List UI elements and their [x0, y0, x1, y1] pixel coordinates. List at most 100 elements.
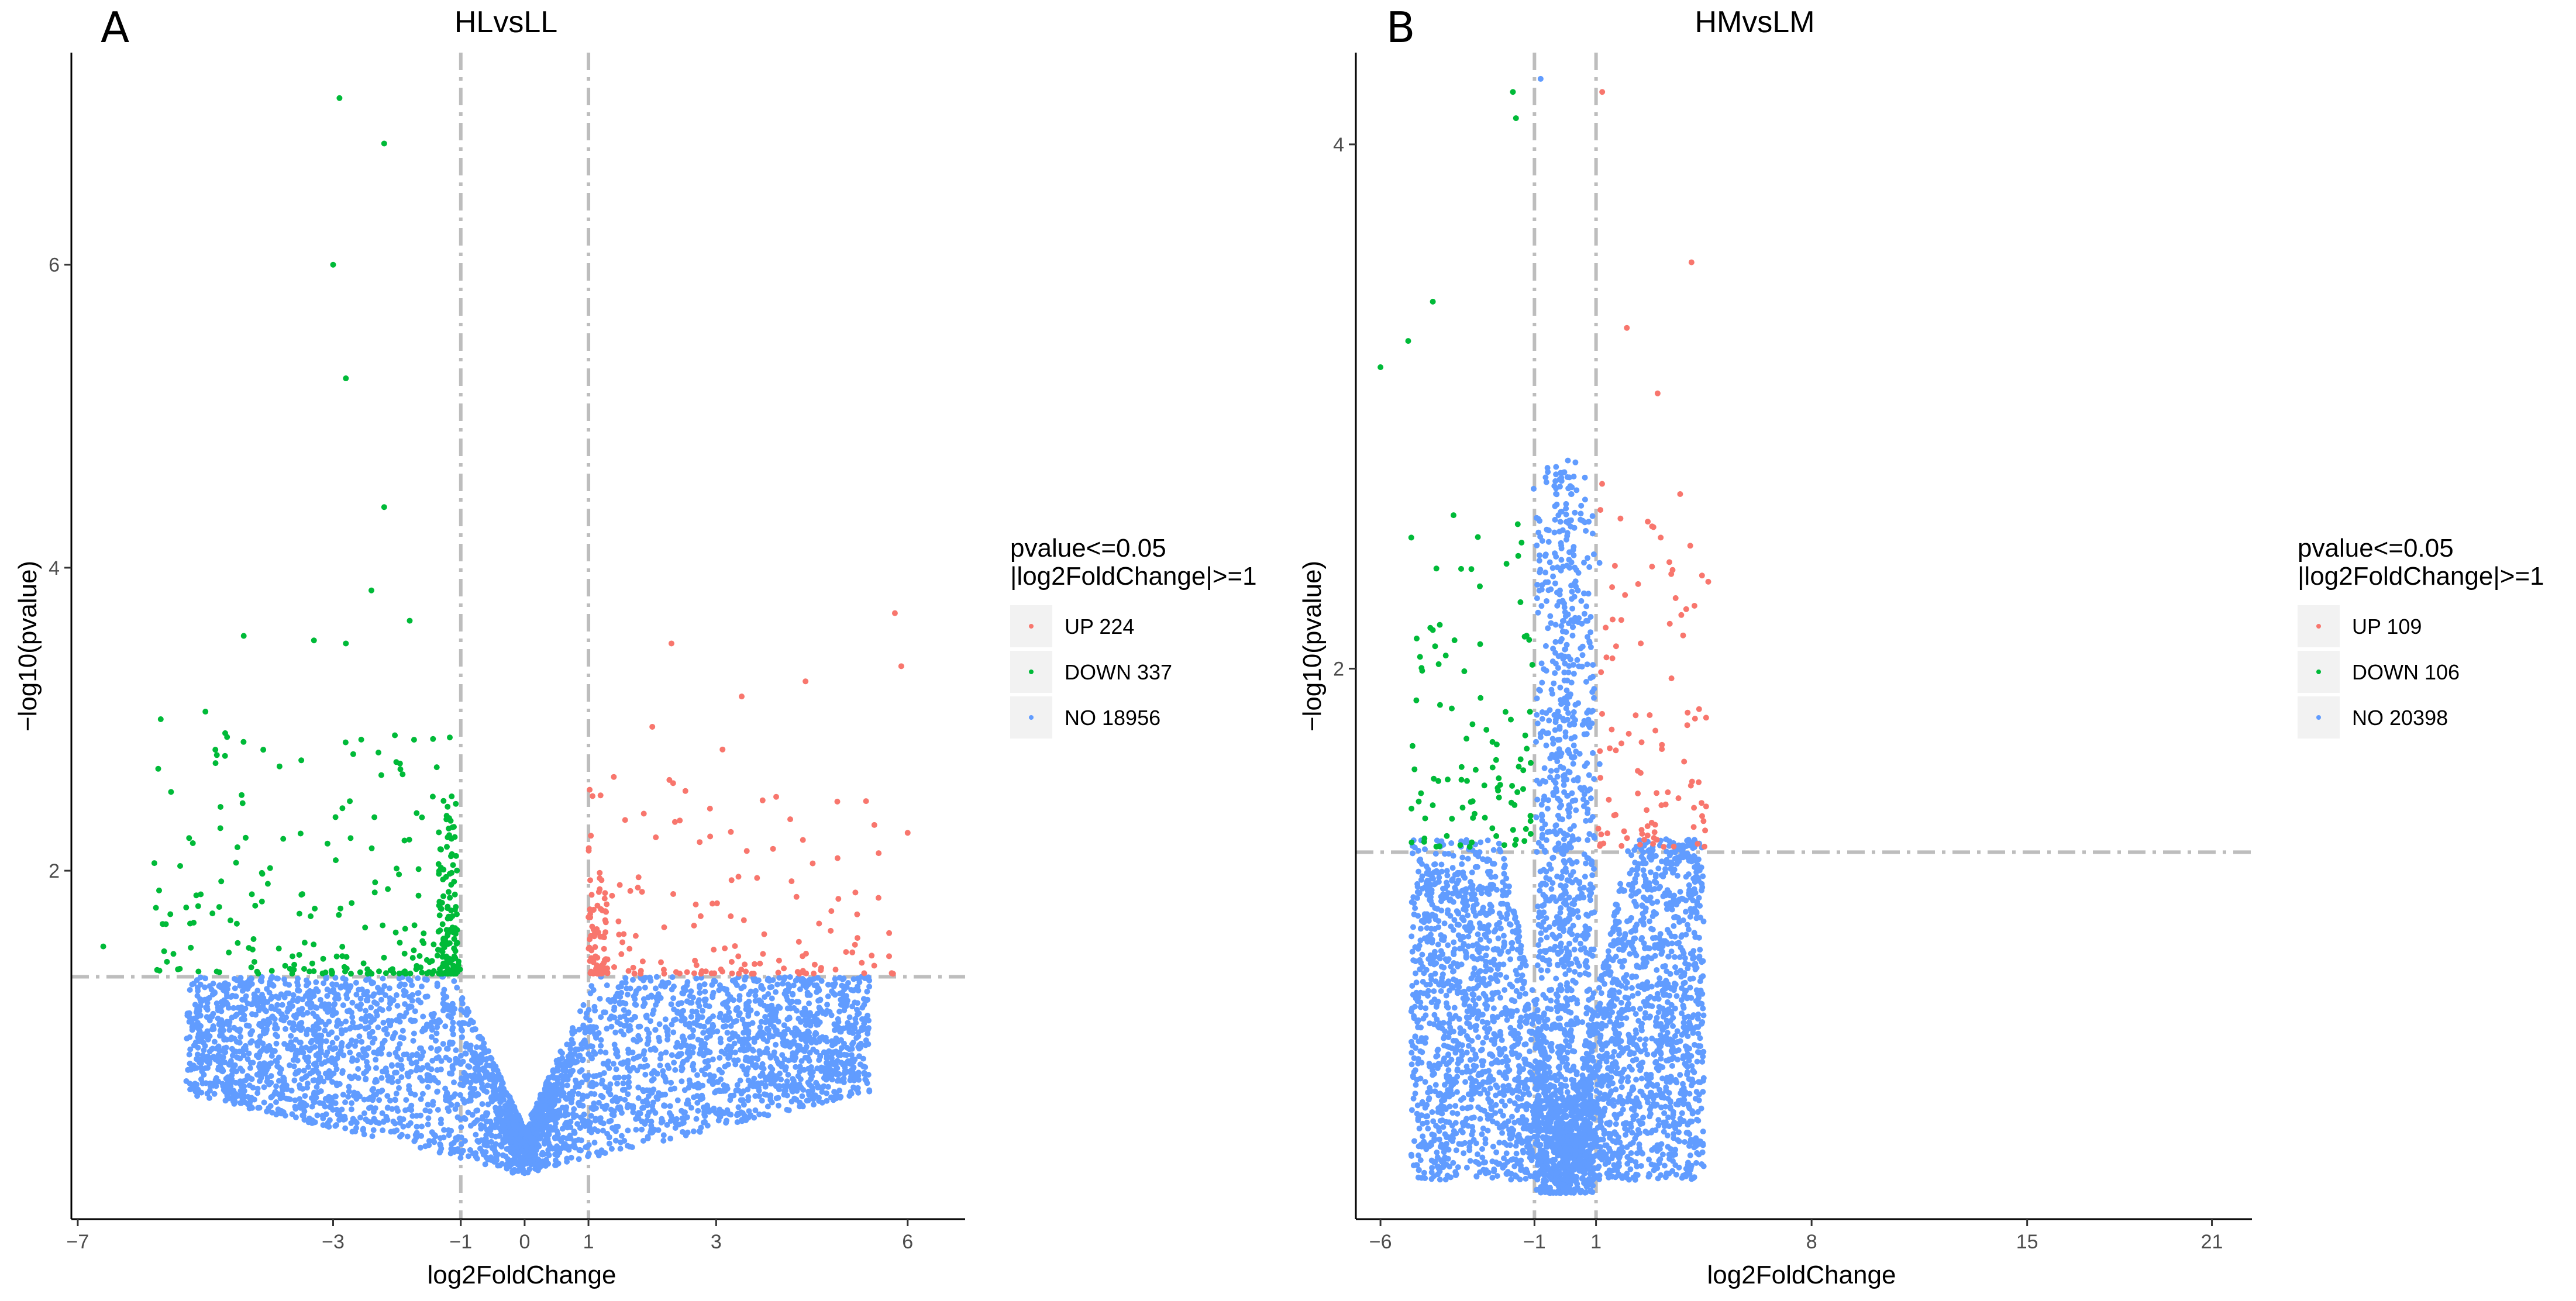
data-point-no — [364, 1118, 371, 1124]
data-point-up — [666, 777, 673, 783]
data-point-no — [701, 981, 708, 988]
data-point-up — [728, 959, 735, 965]
data-point-no — [484, 1062, 490, 1068]
data-point-up — [863, 798, 869, 805]
data-point-no — [625, 1010, 631, 1016]
data-point-no — [595, 1099, 602, 1106]
data-point-no — [845, 1023, 851, 1030]
data-point-no — [606, 1118, 612, 1124]
data-point-no — [639, 1126, 645, 1133]
data-point-no — [257, 1061, 263, 1067]
data-point-no — [542, 1103, 549, 1109]
data-point-no — [349, 1014, 356, 1020]
data-point-no — [598, 1043, 604, 1049]
data-point-no — [702, 996, 709, 1003]
data-point-no — [400, 1035, 407, 1041]
data-point-no — [745, 1010, 752, 1017]
data-point-no — [432, 1133, 439, 1140]
data-point-no — [838, 1060, 845, 1066]
data-point-no — [474, 1138, 481, 1144]
data-point-no — [831, 1095, 836, 1101]
data-point-no — [1627, 951, 1633, 957]
data-point-no — [304, 1081, 311, 1086]
data-point-no — [645, 1135, 651, 1141]
data-point-down — [447, 734, 453, 741]
data-point-no — [865, 974, 872, 981]
data-point-no — [342, 1116, 348, 1122]
data-point-down — [372, 879, 378, 885]
data-point-no — [658, 1119, 664, 1126]
data-point-no — [673, 1016, 679, 1023]
data-point-no — [267, 979, 273, 985]
data-point-up — [890, 971, 896, 977]
data-point-no — [617, 1014, 624, 1020]
data-point-down — [368, 587, 374, 593]
data-point-no — [530, 1110, 536, 1116]
data-point-no — [204, 1000, 211, 1006]
data-point-no — [660, 1137, 667, 1144]
data-point-no — [564, 1158, 570, 1165]
data-point-no — [746, 1022, 752, 1028]
data-point-no — [261, 1099, 267, 1106]
data-point-no — [376, 1097, 383, 1103]
data-point-no — [229, 1076, 235, 1082]
data-point-no — [237, 975, 244, 981]
data-point-no — [234, 1054, 240, 1061]
data-point-no — [612, 993, 619, 1000]
data-point-down — [407, 617, 413, 624]
data-point-no — [668, 1079, 674, 1086]
data-point-up — [631, 971, 638, 977]
data-point-no — [745, 1043, 752, 1049]
data-point-no — [189, 1024, 195, 1030]
data-point-no — [375, 1024, 381, 1030]
data-point-no — [799, 1093, 805, 1099]
data-point-no — [454, 1102, 460, 1108]
points-up-a — [586, 774, 896, 977]
data-point-no — [650, 1126, 656, 1133]
data-point-no — [402, 1001, 408, 1007]
data-point-no — [814, 989, 820, 995]
data-point-no — [194, 993, 201, 999]
data-point-no — [457, 1092, 463, 1098]
data-point-down — [322, 969, 329, 976]
data-point-no — [742, 976, 748, 983]
data-point-no — [854, 1006, 860, 1013]
data-point-no — [479, 1101, 485, 1107]
data-point-up — [710, 900, 715, 907]
data-point-no — [625, 1127, 631, 1134]
data-point-no — [295, 1025, 302, 1031]
data-point-no — [300, 1113, 306, 1119]
data-point-no — [322, 1022, 329, 1028]
data-point-no — [619, 980, 625, 986]
data-point-up — [639, 889, 645, 895]
data-point-no — [706, 1027, 712, 1034]
data-point-no — [732, 1049, 738, 1055]
data-point-up — [796, 971, 803, 977]
data-point-no — [601, 1070, 607, 1076]
data-point-down — [349, 900, 355, 906]
data-point-up — [591, 933, 597, 940]
data-point-no — [686, 1044, 693, 1050]
data-point-no — [784, 1078, 790, 1085]
data-point-no — [519, 1155, 526, 1162]
data-point-no — [684, 1050, 691, 1056]
data-point-no — [626, 1079, 632, 1085]
data-point-no — [763, 1092, 769, 1098]
data-point-no — [354, 1057, 360, 1064]
data-point-no — [275, 995, 282, 1001]
data-point-no — [333, 1081, 340, 1086]
legend-key-up-a — [1029, 624, 1034, 629]
data-point-no — [752, 1107, 759, 1113]
legend-key-down-a — [1029, 670, 1034, 674]
data-point-no — [745, 1097, 751, 1103]
data-point-up — [671, 819, 678, 825]
data-point-no — [403, 1010, 409, 1016]
data-point-no — [308, 1039, 314, 1045]
data-point-no — [656, 1021, 663, 1027]
data-point-no — [254, 1085, 261, 1092]
data-point-no — [431, 1010, 437, 1017]
data-point-no — [585, 1118, 591, 1124]
data-point-no — [290, 1020, 297, 1026]
data-point-no — [465, 1063, 471, 1069]
data-point-no — [194, 977, 200, 983]
